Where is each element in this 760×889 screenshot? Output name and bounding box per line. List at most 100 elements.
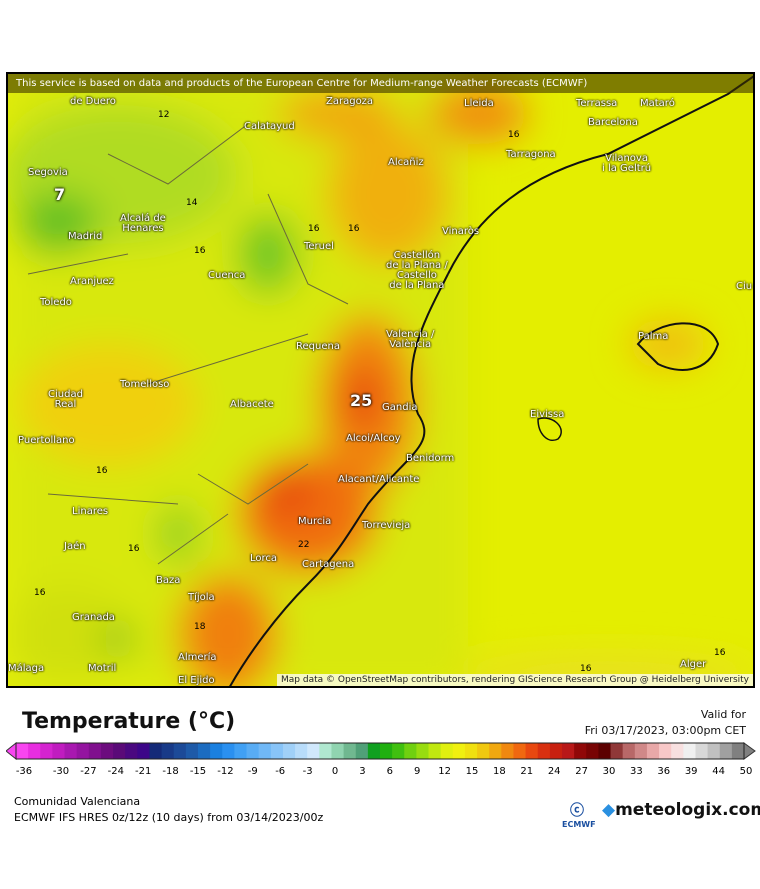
color-swatch <box>28 743 41 759</box>
city-label: Benidorm <box>406 453 455 464</box>
city-label: Vilanova i la Geltrú <box>602 153 652 174</box>
isotherm-label: 16 <box>96 466 108 476</box>
city-label: Alacant/Alicante <box>338 474 420 485</box>
city-label: Palma <box>638 331 669 342</box>
ecmwf-logo: ⓒ ECMWF <box>562 803 596 829</box>
color-swatch <box>258 743 272 759</box>
color-swatch <box>525 743 539 759</box>
color-swatch <box>671 743 684 759</box>
valid-time: Valid for Fri 03/17/2023, 03:00pm CET <box>585 707 746 739</box>
color-swatch <box>40 743 53 759</box>
color-swatch <box>562 743 575 759</box>
isotherm-label: 16 <box>34 588 46 598</box>
color-swatch <box>549 743 563 759</box>
color-swatch <box>331 743 345 759</box>
osm-attribution[interactable]: Map data © OpenStreetMap contributors, r… <box>277 674 753 686</box>
scale-tick-label: 12 <box>438 766 451 777</box>
color-scale-bar <box>6 741 756 761</box>
color-swatch <box>137 743 150 759</box>
color-swatch <box>64 743 78 759</box>
color-swatch <box>234 743 248 759</box>
color-swatch <box>343 743 357 759</box>
scale-tick-label: 27 <box>575 766 588 777</box>
city-label: Vinaròs <box>442 226 480 237</box>
city-label: Baza <box>156 575 181 586</box>
scale-tick-label: -21 <box>135 766 152 777</box>
city-label: Aranjuez <box>70 276 114 287</box>
scale-tick-label: -12 <box>217 766 234 777</box>
scale-tick-label: -30 <box>52 766 70 777</box>
color-swatch <box>270 743 284 759</box>
city-label: Alcañiz <box>388 157 424 168</box>
legend-title: Temperature (°C) <box>22 709 236 734</box>
city-label: Puertollano <box>18 435 75 446</box>
color-swatch <box>537 743 551 759</box>
color-swatch <box>416 743 430 759</box>
color-swatch <box>428 743 442 759</box>
scale-tick-label: -36 <box>15 766 33 777</box>
scale-tick-label: 39 <box>684 766 698 777</box>
color-swatch <box>489 743 502 759</box>
color-swatch <box>380 743 393 759</box>
temperature-field <box>8 74 753 686</box>
isotherm-label: 16 <box>348 224 360 234</box>
city-label: Barcelona <box>588 117 638 128</box>
scale-tick-label: 33 <box>630 766 643 777</box>
color-swatch <box>88 743 102 759</box>
color-swatch <box>173 743 187 759</box>
color-swatch <box>246 743 260 759</box>
isotherm-label: 16 <box>714 648 726 658</box>
city-label: Jaén <box>64 541 86 552</box>
color-swatch <box>149 743 163 759</box>
city-label: Mataró <box>640 98 675 109</box>
scale-tick-label: 0 <box>331 766 339 777</box>
color-swatch <box>185 743 199 759</box>
color-swatch <box>659 743 672 759</box>
color-swatch <box>355 743 369 759</box>
isotherm-label: 16 <box>308 224 320 234</box>
city-label: Granada <box>72 612 115 623</box>
scale-tick-label: 3 <box>359 766 366 777</box>
city-label: Tíjola <box>188 592 215 603</box>
city-label: Toledo <box>40 297 72 308</box>
city-label: El Ejido <box>178 675 215 686</box>
color-swatch <box>113 743 126 759</box>
city-label: Segovia <box>28 167 68 178</box>
color-swatch <box>100 743 114 759</box>
scale-tick-label: -15 <box>189 766 207 777</box>
scale-arrow <box>6 741 17 761</box>
meteologix-logo[interactable]: ◆meteologix.com <box>602 800 760 820</box>
city-label: Almería <box>178 652 217 663</box>
city-label: Valencia / València <box>386 329 435 350</box>
isotherm-label: 16 <box>508 130 520 140</box>
city-label: Tarragona <box>506 149 556 160</box>
color-swatch <box>464 743 478 759</box>
color-swatch <box>76 743 90 759</box>
scale-tick-label: 36 <box>657 766 671 777</box>
color-swatch <box>731 743 745 759</box>
scale-tick-label: 6 <box>386 766 393 777</box>
color-swatch <box>719 743 733 759</box>
temperature-map[interactable]: This service is based on data and produc… <box>6 72 755 688</box>
isotherm-label: 16 <box>580 664 592 674</box>
city-label: Alger <box>680 659 707 670</box>
color-swatch <box>501 743 514 759</box>
ecmwf-label: ECMWF <box>562 820 596 829</box>
color-swatch <box>222 743 235 759</box>
model-info: ECMWF IFS HRES 0z/12z (10 days) from 03/… <box>14 811 324 824</box>
color-swatch <box>319 743 332 759</box>
city-label: Zaragoza <box>326 96 374 107</box>
color-swatch <box>392 743 405 759</box>
city-label: Torrevieja <box>362 520 411 531</box>
city-label: Albacete <box>230 399 274 410</box>
isotherm-label: 22 <box>298 540 310 550</box>
color-swatch <box>634 743 648 759</box>
city-label: Teruel <box>304 241 334 252</box>
color-swatch <box>646 743 660 759</box>
color-swatch <box>295 743 308 759</box>
city-label: Eivissa <box>530 409 565 420</box>
brand-name: meteologix.com <box>615 800 760 820</box>
city-label: Linares <box>72 506 109 517</box>
city-label: Lleida <box>464 98 494 109</box>
city-label: Calatayud <box>244 121 295 132</box>
